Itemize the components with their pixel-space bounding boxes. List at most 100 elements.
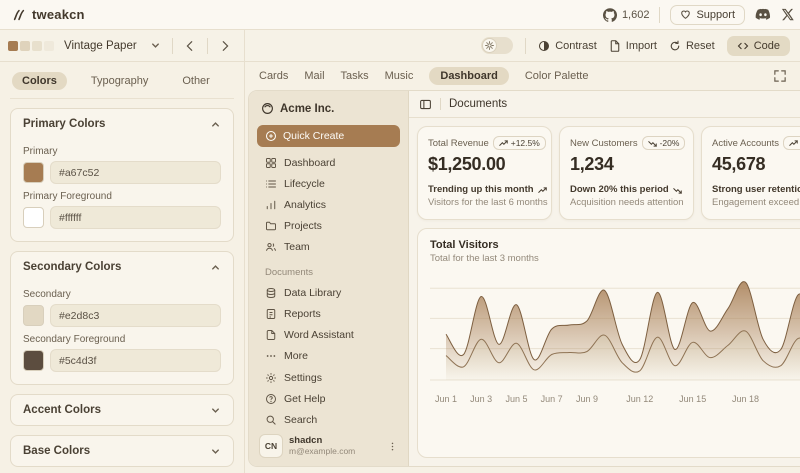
secondary-color-input[interactable] [50,304,221,327]
app-header: tweakcn 1,602 Support [0,0,800,30]
theme-swatches [8,40,54,51]
chevron-up-icon [210,119,221,130]
badge-value: +12.5% [510,138,540,148]
import-button[interactable]: Import [609,40,657,52]
support-label: Support [696,8,735,21]
sidebar-item-lifecycle[interactable]: Lifecycle [257,173,400,194]
user-menu[interactable]: CN shadcn m@example.com [257,430,400,458]
sidebar-item-dashboard[interactable]: Dashboard [257,152,400,173]
reset-label: Reset [685,39,715,52]
tab-music[interactable]: Music [384,70,414,82]
github-star-count: 1,602 [621,8,650,21]
avatar: CN [259,434,283,458]
tab-color-palette[interactable]: Color Palette [524,70,589,82]
sidebar-item-settings[interactable]: Settings [257,367,400,388]
section-primary-header[interactable]: Primary Colors [11,109,233,139]
sidebar-toggle-icon[interactable] [419,98,432,111]
sidebar-item-label: Data Library [284,286,342,299]
tab-dashboard[interactable]: Dashboard [429,67,509,85]
primary-foreground-swatch[interactable] [23,207,44,228]
theme-name[interactable]: Vintage Paper [64,39,137,52]
github-stars[interactable]: 1,602 [602,7,650,22]
database-icon [265,287,277,299]
app-title: tweakcn [32,7,85,22]
stat-label: Active Accounts [712,138,780,149]
sidebar-item-projects[interactable]: Projects [257,215,400,236]
stat-value: $1,250.00 [428,154,506,174]
chevron-down-icon [210,405,221,416]
theme-nav-divider-2 [207,37,208,54]
trending-up-icon [537,186,547,195]
theme-nav-divider [172,37,173,54]
sidebar-item-label: Dashboard [284,156,336,169]
chevron-down-icon [210,446,221,457]
quick-create-label: Quick Create [283,130,345,142]
section-base-header[interactable]: Base Colors [11,436,233,466]
tab-mail[interactable]: Mail [304,70,325,82]
discord-icon[interactable] [755,8,771,21]
secondary-foreground-swatch[interactable] [23,350,44,371]
next-theme-button[interactable] [214,35,236,57]
x-axis-tick: Jun 9 [576,394,598,404]
theme-dropdown-chevron-icon[interactable] [144,35,166,57]
file-icon [265,329,277,341]
github-icon [602,7,617,22]
primary-color-input[interactable] [50,161,221,184]
prev-theme-button[interactable] [179,35,201,57]
badge-value: -20% [659,138,680,148]
tab-tasks[interactable]: Tasks [340,70,369,82]
bar-chart-icon [265,199,277,211]
section-primary-colors: Primary Colors Primary Primary Foregroun… [10,108,234,242]
fullscreen-icon[interactable] [774,70,786,82]
editor-tabs: Colors Typography Other [10,70,234,99]
header-divider [440,98,441,110]
code-label: Code [753,39,780,52]
stat-footer-main: Trending up this month [428,184,534,195]
sidebar-item-more[interactable]: More [257,345,400,366]
dots-vertical-icon[interactable] [387,441,398,452]
sidebar-item-analytics[interactable]: Analytics [257,194,400,215]
sidebar-item-label: Get Help [284,392,326,405]
section-title: Secondary Colors [23,261,122,273]
brand[interactable]: tweakcn [12,7,85,22]
secondary-color-swatch[interactable] [23,305,44,326]
x-axis-tick: Jun 7 [541,394,563,404]
primary-foreground-input[interactable] [50,206,221,229]
support-button[interactable]: Support [670,4,745,25]
section-secondary-header[interactable]: Secondary Colors [11,252,233,282]
secondary-foreground-input[interactable] [50,349,221,372]
theme-swatch-2 [20,40,30,51]
reset-button[interactable]: Reset [669,40,715,52]
light-dark-toggle[interactable] [481,37,514,54]
tab-colors[interactable]: Colors [12,72,67,90]
field-label: Secondary [23,289,71,300]
code-button[interactable]: Code [726,35,790,56]
report-icon [265,308,277,320]
sidebar-item-word-assistant[interactable]: Word Assistant [257,324,400,345]
section-accent-header[interactable]: Accent Colors [11,395,233,425]
theme-swatch-1 [8,40,18,51]
sidebar-item-label: Analytics [284,198,327,211]
sidebar-item-team[interactable]: Team [257,236,400,257]
tab-cards[interactable]: Cards [259,70,289,82]
chart-subtitle: Total for the last 3 months [430,252,539,264]
tab-typography[interactable]: Typography [90,75,149,87]
sidebar-item-search[interactable]: Search [257,409,400,430]
documents-group-label: Documents [265,267,314,278]
toolbar: Vintage Paper Contrast [0,30,800,62]
users-icon [265,241,277,253]
tab-other[interactable]: Other [182,75,210,87]
plus-circle-icon [265,130,277,142]
x-twitter-icon[interactable] [781,8,794,21]
sidebar-item-data-library[interactable]: Data Library [257,282,400,303]
primary-color-swatch[interactable] [23,162,44,183]
search-icon [265,414,277,426]
stat-footer-main: Down 20% this period [570,184,669,195]
contrast-button[interactable]: Contrast [538,40,597,52]
quick-create-button[interactable]: Quick Create [257,125,400,147]
toolbar-actions: Contrast Import Reset Code [245,30,800,61]
sidebar-item-reports[interactable]: Reports [257,303,400,324]
sidebar-item-get-help[interactable]: Get Help [257,388,400,409]
dashboard-preview: Acme Inc. Quick Create Dashboard [248,90,800,467]
org-switcher[interactable]: Acme Inc. [257,99,400,118]
